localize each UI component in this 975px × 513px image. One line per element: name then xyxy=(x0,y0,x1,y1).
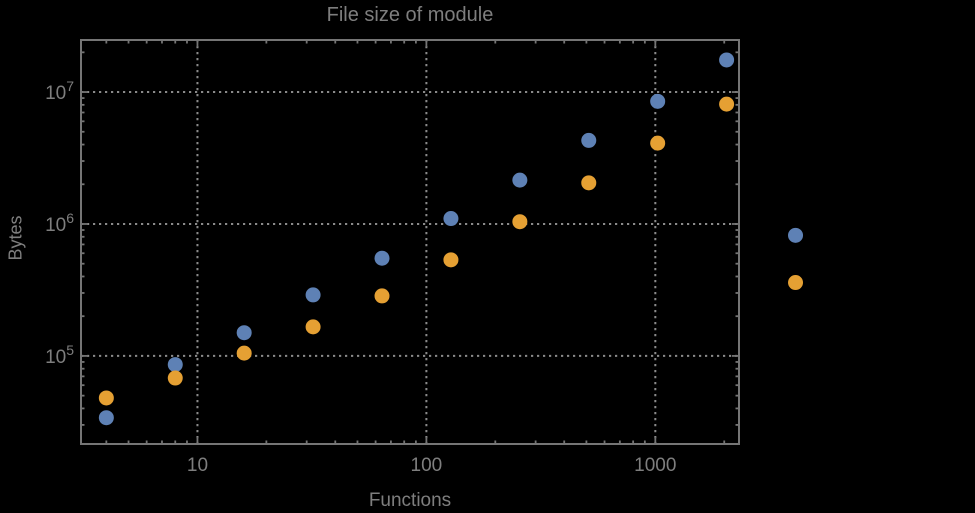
data-point-series-orange xyxy=(443,252,459,268)
data-point-series-orange xyxy=(581,175,597,191)
data-point-series-blue xyxy=(443,211,459,227)
data-point-series-blue xyxy=(788,227,804,243)
data-point-series-blue xyxy=(98,410,114,426)
data-point-series-blue xyxy=(512,172,528,188)
x-tick-label: 10 xyxy=(187,455,208,476)
data-point-series-orange xyxy=(305,319,321,335)
data-point-series-blue xyxy=(167,357,183,373)
data-point-series-orange xyxy=(167,370,183,386)
data-point-series-orange xyxy=(236,345,252,361)
plot-frame xyxy=(80,39,740,445)
data-point-series-orange xyxy=(98,390,114,406)
data-point-series-orange xyxy=(512,214,528,230)
data-point-series-blue xyxy=(305,287,321,303)
x-tick-label: 100 xyxy=(411,455,443,476)
x-axis-label: Functions xyxy=(368,490,452,511)
data-point-series-blue xyxy=(719,52,735,68)
y-axis-label-text: Bytes xyxy=(5,215,26,261)
x-tick-label: 1000 xyxy=(634,455,676,476)
data-point-series-orange xyxy=(719,96,735,112)
data-point-series-blue xyxy=(236,325,252,341)
y-tick-label: 107 xyxy=(45,78,74,104)
data-point-series-orange xyxy=(374,288,390,304)
data-point-series-blue xyxy=(581,132,597,148)
chart-title: File size of module xyxy=(326,4,494,26)
data-point-series-blue xyxy=(374,250,390,266)
data-point-series-blue xyxy=(650,93,666,109)
y-tick-label: 106 xyxy=(45,210,74,236)
data-point-series-orange xyxy=(788,275,804,291)
data-point-series-orange xyxy=(650,135,666,151)
y-tick-label: 105 xyxy=(45,342,74,368)
